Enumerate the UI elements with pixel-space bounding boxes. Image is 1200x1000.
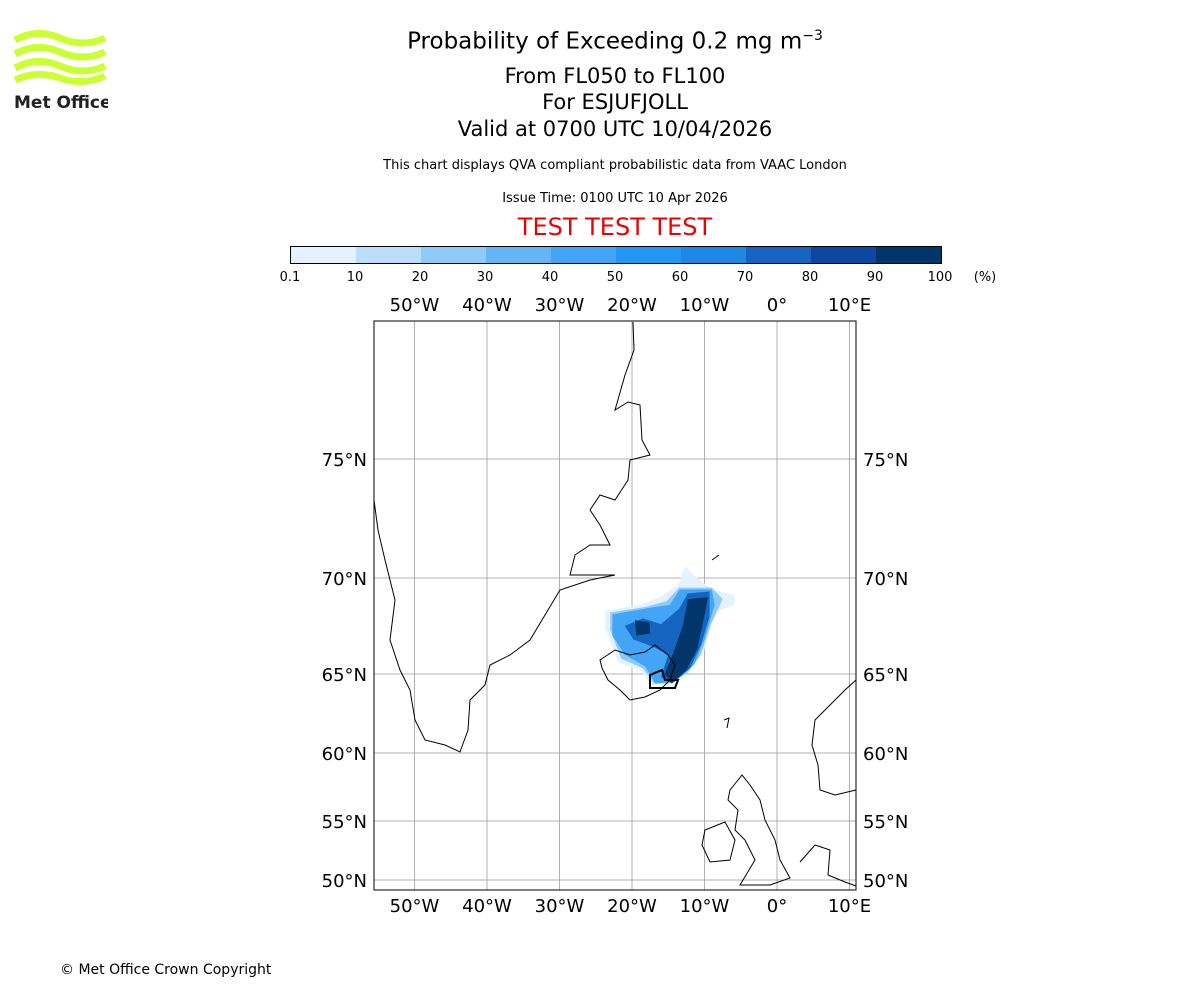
colorbar-bin: [681, 247, 746, 263]
colorbar-tick-label: 100: [927, 270, 953, 285]
norway-coast: [811, 679, 857, 796]
plume-region: [624, 591, 710, 684]
colorbar-bin: [746, 247, 811, 263]
lat-label: 60°N: [322, 744, 367, 765]
iceland-region-border: [649, 668, 680, 689]
valid-time: Valid at 0700 UTC 10/04/2026: [457, 117, 773, 141]
colorbar-bin: [486, 247, 551, 263]
faroe-islands: [723, 717, 730, 729]
colorbar-tick-label: 70: [736, 270, 754, 285]
lat-label: 50°N: [863, 871, 908, 892]
lon-label: 40°W: [462, 295, 512, 316]
plume-region: [605, 566, 735, 686]
test-banner: TEST TEST TEST: [517, 213, 713, 241]
lon-label: 40°W: [462, 896, 512, 917]
lat-label: 60°N: [863, 744, 908, 765]
colorbar-bin: [421, 247, 486, 263]
lon-label: 50°W: [390, 896, 440, 917]
iceland-coast: [599, 644, 676, 701]
lon-label: 0°: [767, 295, 787, 316]
jan-mayen: [711, 554, 720, 561]
coastlines: [373, 321, 857, 887]
lon-label: 0°: [767, 896, 787, 917]
colorbar-tick-label: 90: [866, 270, 884, 285]
flight-levels: From FL050 to FL100: [504, 64, 726, 88]
lon-label: 10°W: [680, 295, 730, 316]
colorbar-bin: [616, 247, 681, 263]
lon-label: 10°E: [828, 295, 871, 316]
lon-label: 10°E: [828, 896, 871, 917]
chart-description: This chart displays QVA compliant probab…: [383, 158, 847, 173]
colorbar-tick-label: 40: [541, 270, 559, 285]
plume-region: [634, 620, 651, 636]
colorbar-tick-label: 50: [606, 270, 624, 285]
plume-region: [612, 589, 715, 684]
lon-label: 10°W: [680, 896, 730, 917]
lon-label: 30°W: [535, 896, 585, 917]
greenland-coast: [373, 321, 651, 753]
lat-label: 65°N: [863, 665, 908, 686]
colorbar-tick-label: 20: [411, 270, 429, 285]
issue-time: Issue Time: 0100 UTC 10 Apr 2026: [502, 191, 728, 206]
plume-region: [610, 587, 723, 684]
lat-label: 75°N: [322, 450, 367, 471]
colorbar-tick-label: 30: [476, 270, 494, 285]
great-britain-coast: [727, 774, 791, 886]
met-office-logo: Met Office: [13, 30, 108, 112]
colorbar-tick-label: 0.1: [279, 270, 301, 285]
lat-label: 50°N: [322, 871, 367, 892]
lat-label: 65°N: [322, 665, 367, 686]
lat-label: 55°N: [322, 812, 367, 833]
colorbar-bin: [876, 247, 941, 263]
colorbar-tick-label: 60: [671, 270, 689, 285]
lat-label: 75°N: [863, 450, 908, 471]
lon-label: 20°W: [607, 896, 657, 917]
lat-label: 55°N: [863, 812, 908, 833]
lat-label: 70°N: [863, 569, 908, 590]
colorbar-bin: [811, 247, 876, 263]
map-frame: [373, 320, 857, 891]
copyright: © Met Office Crown Copyright: [60, 962, 272, 978]
svg-text:Met Office: Met Office: [14, 93, 108, 112]
lat-label: 70°N: [322, 569, 367, 590]
ireland-coast: [701, 821, 736, 863]
lon-label: 50°W: [390, 295, 440, 316]
plume-region: [664, 597, 709, 684]
chart-title: Probability of Exceeding 0.2 mg m−3: [407, 28, 823, 55]
colorbar-tick-label: 80: [801, 270, 819, 285]
lon-label: 30°W: [535, 295, 585, 316]
volcano-name: For ESJUFJOLL: [542, 90, 688, 114]
colorbar-bin: [551, 247, 616, 263]
europe-coast: [799, 844, 857, 887]
colorbar: [290, 246, 942, 264]
colorbar-tick-label: 10: [346, 270, 364, 285]
colorbar-unit: (%): [973, 270, 997, 285]
colorbar-bin: [356, 247, 421, 263]
lon-label: 20°W: [607, 295, 657, 316]
colorbar-bin: [291, 247, 356, 263]
